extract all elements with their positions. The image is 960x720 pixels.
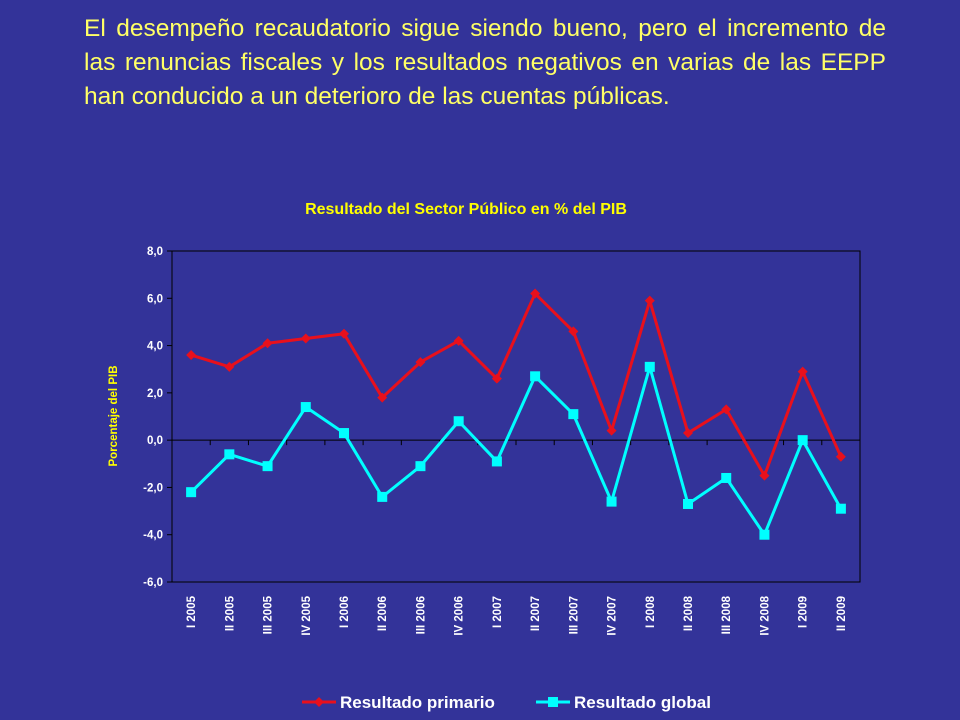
x-tick-label: I 2006 (339, 596, 351, 628)
x-axis-ticks: I 2005 II 2005 III 2005 IV 2005 I 2006 II 200… (171, 440, 861, 636)
data-point-marker (300, 333, 311, 344)
data-point-marker (453, 416, 464, 427)
x-tick-label: II 2007 (530, 596, 542, 631)
y-tick-label: 6,0 (147, 293, 163, 305)
series-line (190, 365, 843, 537)
data-point-marker (339, 328, 349, 339)
data-point-marker (835, 503, 846, 514)
y-tick-label: 0,0 (147, 435, 163, 447)
x-tick-label: I 2008 (645, 595, 657, 628)
y-tick-label: 4,0 (147, 341, 163, 353)
data-point-marker (721, 472, 732, 483)
data-point-marker (568, 326, 579, 337)
data-point-marker (186, 350, 197, 361)
data-point-marker (530, 371, 541, 382)
data-point-marker (186, 487, 197, 498)
x-tick-label: IV 2006 (454, 596, 466, 636)
chart-legend: Resultado primario Resultado global (302, 693, 711, 712)
series-resultado-global (186, 361, 846, 540)
data-point-marker (568, 409, 579, 420)
x-tick-label: II 2008 (683, 595, 695, 631)
data-point-marker (300, 402, 311, 413)
y-axis-label: Porcentaje del PIB (108, 366, 120, 467)
data-point-marker (721, 404, 732, 415)
data-point-marker (683, 428, 693, 439)
x-tick-label: I 2007 (492, 596, 504, 628)
data-point-marker (224, 449, 235, 460)
data-point-marker (262, 338, 273, 349)
x-tick-label: I 2005 (186, 595, 198, 628)
series-resultado-primario (186, 288, 846, 481)
plot-area (171, 250, 861, 583)
legend-item: Resultado primario (302, 693, 495, 712)
data-point-marker (606, 496, 617, 507)
y-tick-label: 8,0 (147, 246, 163, 258)
data-point-marker (797, 435, 808, 446)
data-point-marker (453, 335, 464, 346)
slide-headline: El desempeño recaudatorio sigue siendo b… (84, 15, 886, 110)
legend-label: Resultado primario (340, 693, 495, 712)
series-line (190, 292, 843, 478)
data-point-marker (530, 288, 541, 299)
legend-marker (548, 697, 558, 707)
data-point-marker (339, 428, 349, 439)
data-point-marker (415, 461, 426, 472)
x-tick-label: IV 2005 (301, 595, 313, 635)
x-tick-label: II 2005 (224, 595, 236, 631)
data-point-marker (491, 373, 502, 384)
series-layer (186, 288, 846, 540)
chart-title: Resultado del Sector Público en % del PI… (305, 201, 627, 218)
y-tick-label: -2,0 (143, 482, 163, 494)
x-tick-label: III 2005 (263, 595, 275, 634)
data-point-marker (797, 366, 808, 377)
data-point-marker (377, 392, 388, 403)
x-tick-label: III 2006 (415, 596, 427, 634)
x-tick-label: III 2008 (721, 595, 733, 634)
data-point-marker (415, 357, 426, 368)
data-point-marker (759, 529, 770, 540)
legend-item: Resultado global (536, 693, 711, 712)
y-tick-label: -4,0 (143, 530, 163, 542)
y-tick-label: 2,0 (147, 388, 163, 400)
x-tick-label: IV 2008 (759, 595, 771, 635)
legend-label: Resultado global (574, 693, 711, 712)
legend-marker (314, 697, 324, 707)
data-point-marker (377, 491, 388, 502)
data-point-marker (606, 425, 617, 436)
data-point-marker (491, 456, 502, 467)
y-axis-ticks: 8,0 6,0 4,0 2,0 0,0 -2,0 -4,0 -6,0 (143, 246, 172, 589)
x-tick-label: I 2009 (798, 596, 810, 628)
data-point-marker (683, 498, 693, 509)
data-point-marker (262, 461, 273, 472)
x-tick-label: II 2006 (377, 596, 389, 631)
data-point-marker (644, 295, 655, 306)
y-tick-label: -6,0 (143, 577, 163, 589)
x-tick-label: II 2009 (836, 596, 848, 631)
x-tick-label: III 2007 (568, 596, 580, 634)
data-point-marker (759, 470, 770, 481)
data-point-marker (835, 451, 846, 462)
data-point-marker (224, 361, 235, 372)
data-point-marker (644, 361, 655, 372)
x-tick-label: IV 2007 (607, 596, 619, 636)
